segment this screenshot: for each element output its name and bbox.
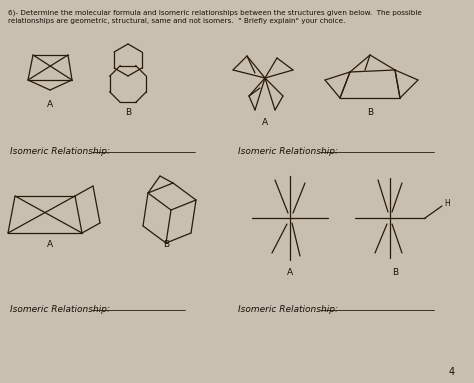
Text: Isomeric Relationship:: Isomeric Relationship:	[10, 306, 110, 314]
Text: B: B	[125, 108, 131, 117]
Text: 6)- Determine the molecular formula and isomeric relationships between the struc: 6)- Determine the molecular formula and …	[8, 9, 422, 15]
Text: B: B	[367, 108, 373, 117]
Text: H: H	[444, 200, 450, 208]
Text: B: B	[163, 240, 169, 249]
Text: A: A	[287, 268, 293, 277]
Text: A: A	[47, 240, 53, 249]
Text: Isomeric Relationship:: Isomeric Relationship:	[10, 147, 110, 157]
Text: A: A	[47, 100, 53, 109]
Text: 4: 4	[449, 367, 455, 377]
Text: A: A	[262, 118, 268, 127]
Text: Isomeric Relationship:: Isomeric Relationship:	[238, 306, 338, 314]
Text: relationships are geometric, structural, same and not isomers.  " Briefly explai: relationships are geometric, structural,…	[8, 18, 346, 24]
Text: Isomeric Relationship:: Isomeric Relationship:	[238, 147, 338, 157]
Text: B: B	[392, 268, 398, 277]
